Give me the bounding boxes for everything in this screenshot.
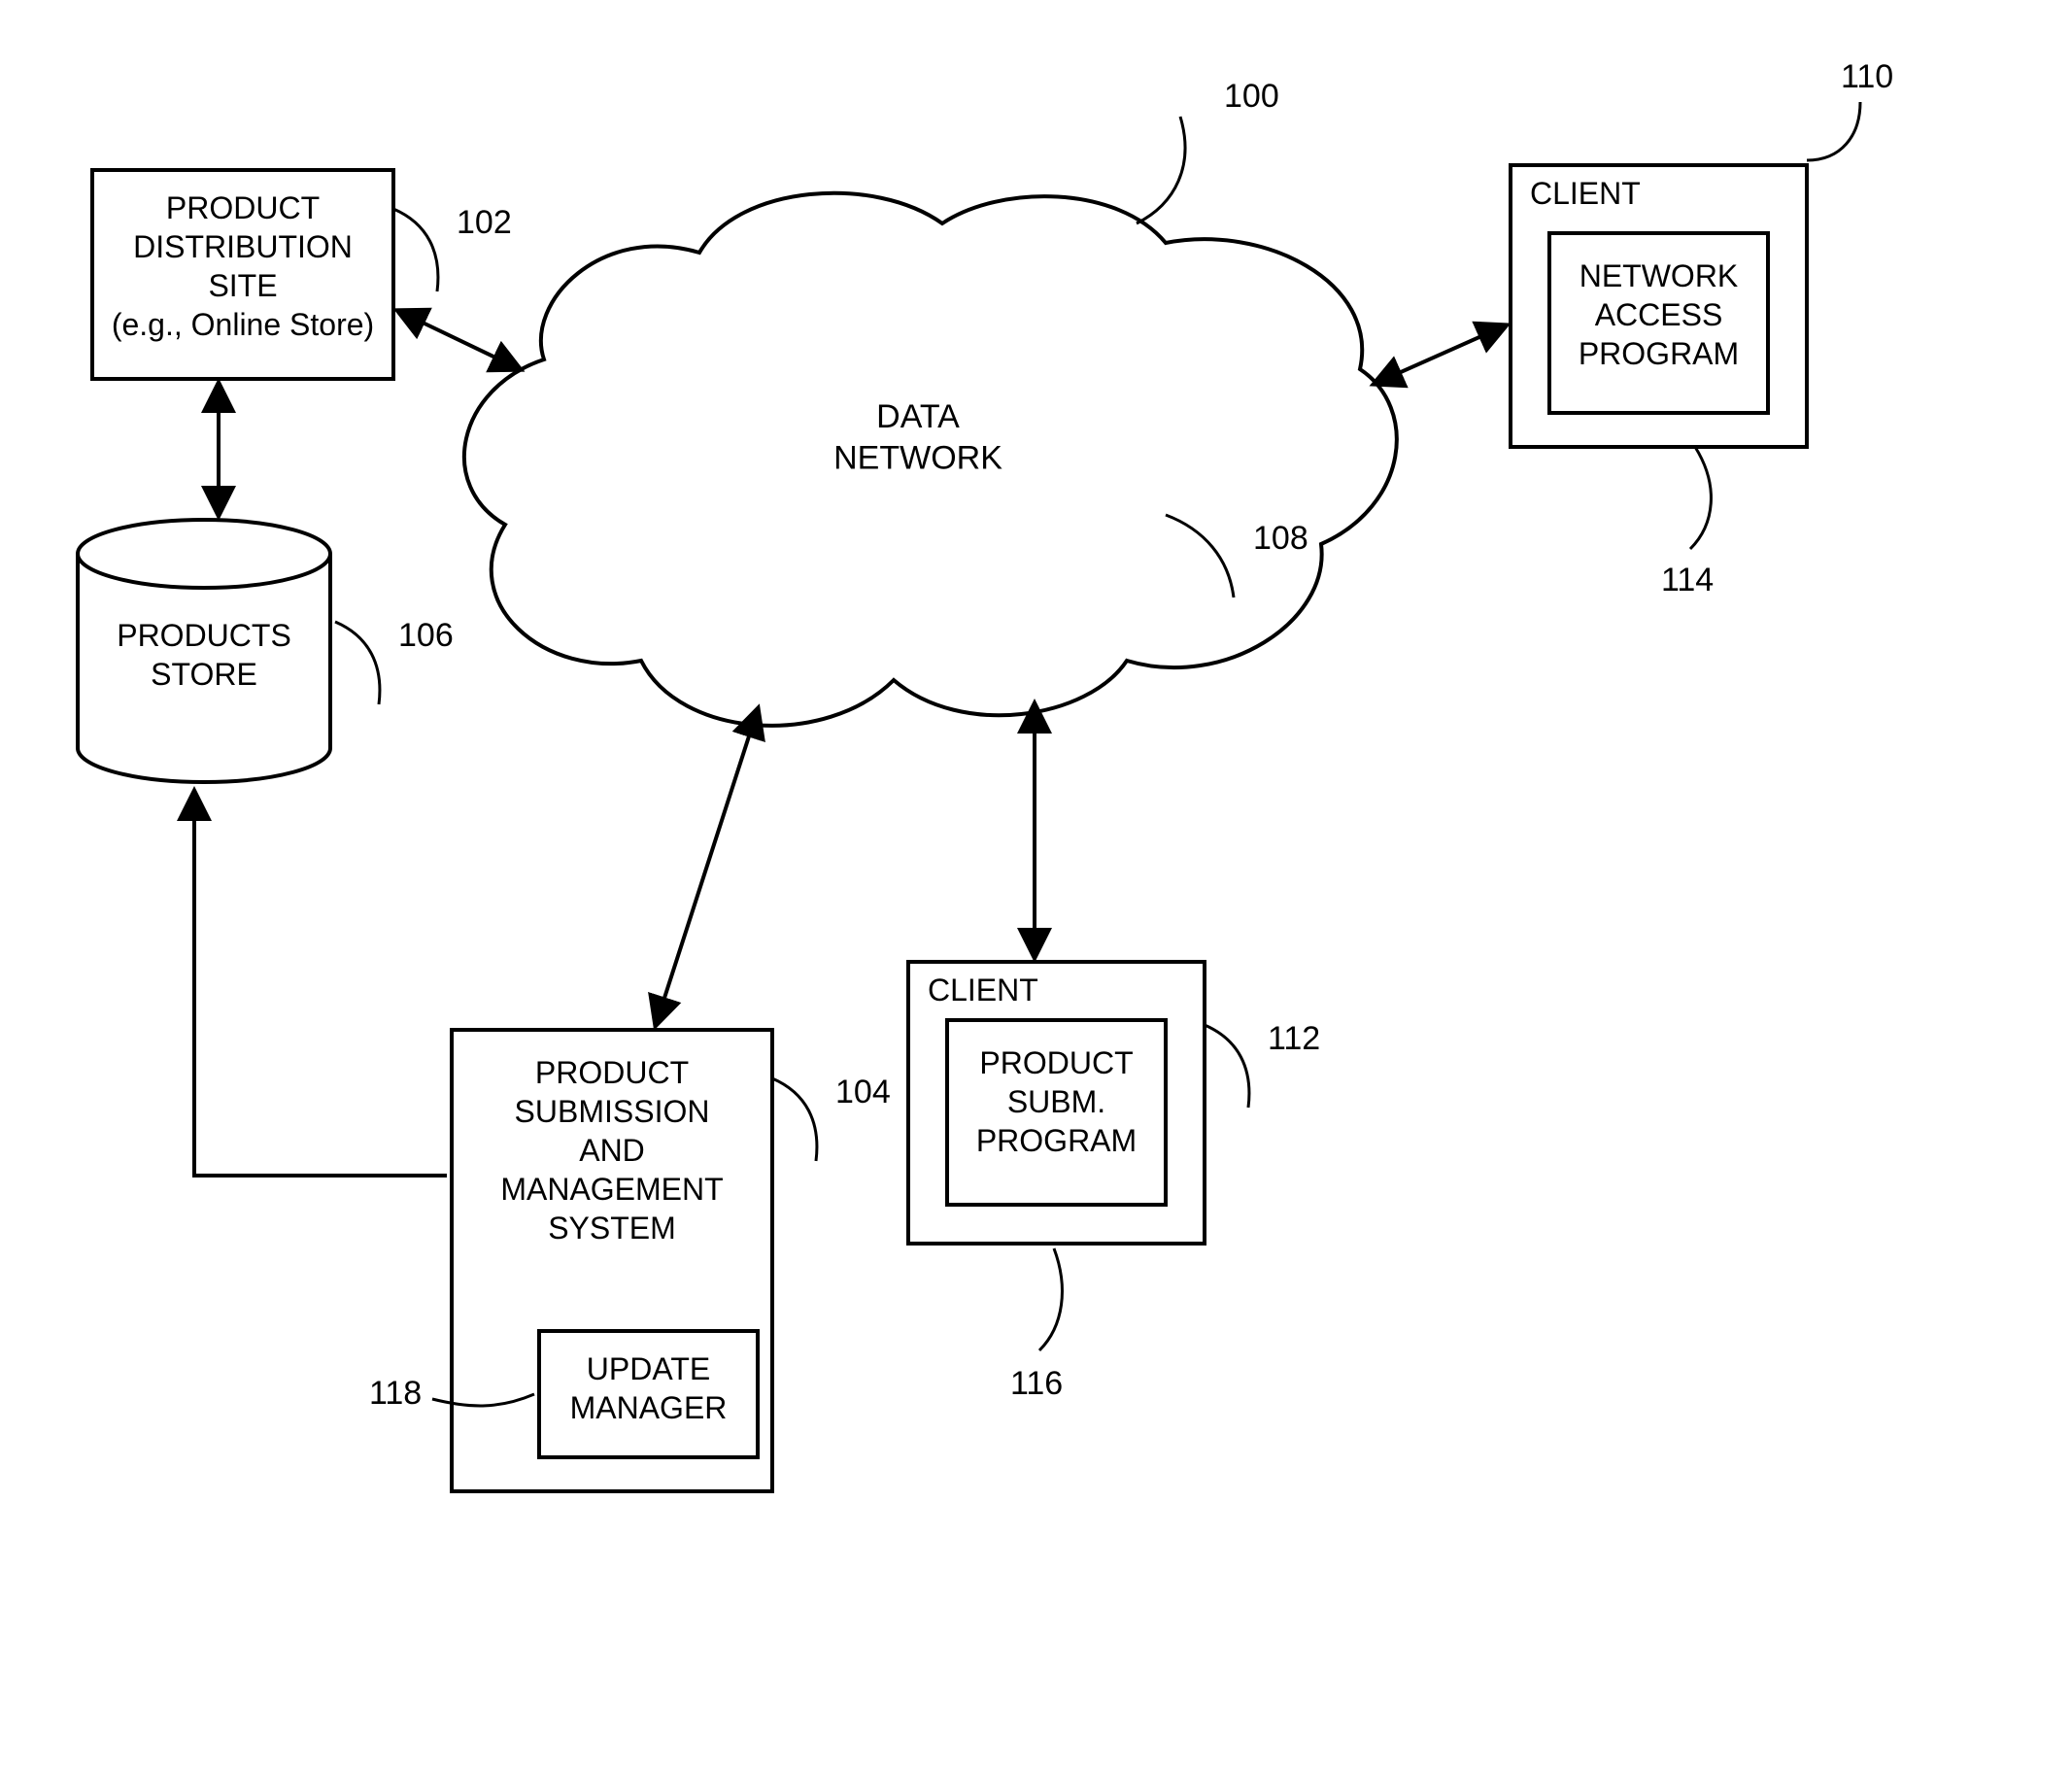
- update-manager-label-line: UPDATE: [587, 1351, 710, 1386]
- product-subm-program-label-line: PROGRAM: [976, 1123, 1137, 1158]
- ref-leader-116: [1039, 1248, 1062, 1350]
- ref-leader-110: [1807, 102, 1860, 160]
- ref-label-104: 104: [835, 1074, 891, 1110]
- products-store-label-line: STORE: [151, 657, 257, 692]
- network-access-program-label-line: NETWORK: [1579, 258, 1739, 293]
- data-network-label-line: DATA: [876, 398, 960, 435]
- product-distribution-label-line: SITE: [208, 268, 277, 303]
- ref-label-118: 118: [369, 1375, 422, 1412]
- ref-label-112: 112: [1268, 1020, 1320, 1057]
- data-network-label-line: NETWORK: [833, 440, 1002, 477]
- edge-productdist-network: [398, 311, 520, 369]
- edge-clienttop-network: [1375, 325, 1506, 384]
- ref-leader-112: [1205, 1025, 1249, 1108]
- client-top-title: CLIENT: [1530, 176, 1641, 211]
- psms-label: PRODUCT SUBMISSION AND MANAGEMENT SYSTEM: [500, 1055, 723, 1246]
- ref-leader-118: [432, 1394, 534, 1406]
- ref-label-114: 114: [1661, 562, 1714, 598]
- ref-leader-104: [772, 1078, 817, 1161]
- ref-leader-106: [335, 622, 380, 704]
- psms-label-line: SYSTEM: [548, 1211, 676, 1246]
- product-subm-program-label: PRODUCT SUBM. PROGRAM: [976, 1045, 1137, 1158]
- client-bottom-title: CLIENT: [928, 973, 1038, 1007]
- products-store-label-line: PRODUCTS: [117, 618, 291, 653]
- ref-label-108: 108: [1253, 520, 1308, 557]
- product-subm-program-label-line: SUBM.: [1007, 1084, 1105, 1119]
- ref-label-116: 116: [1010, 1365, 1063, 1402]
- edge-psms-network: [656, 709, 758, 1025]
- update-manager-label-line: MANAGER: [570, 1390, 728, 1425]
- psms-label-line: AND: [579, 1133, 645, 1168]
- ref-label-106: 106: [398, 617, 454, 654]
- ref-leader-102: [393, 209, 438, 291]
- product-distribution-label: PRODUCT DISTRIBUTION SITE (e.g., Online Sto…: [112, 190, 374, 342]
- network-access-program-label-line: PROGRAM: [1579, 336, 1739, 371]
- ref-label-100: 100: [1224, 78, 1279, 115]
- psms-label-line: PRODUCT: [535, 1055, 689, 1090]
- product-distribution-label-line: DISTRIBUTION: [133, 229, 353, 264]
- product-subm-program-label-line: PRODUCT: [979, 1045, 1133, 1080]
- network-access-program-label-line: ACCESS: [1595, 297, 1723, 332]
- psms-label-line: SUBMISSION: [515, 1094, 710, 1129]
- psms-label-line: MANAGEMENT: [500, 1172, 723, 1207]
- ref-leader-114: [1690, 447, 1711, 549]
- ref-label-110: 110: [1841, 58, 1893, 95]
- product-distribution-label-line: PRODUCT: [166, 190, 320, 225]
- product-distribution-label-line: (e.g., Online Store): [112, 307, 374, 342]
- edge-psms-store: [194, 792, 447, 1176]
- update-manager-label: UPDATE MANAGER: [570, 1351, 728, 1425]
- network-access-program-label: NETWORK ACCESS PROGRAM: [1579, 258, 1739, 371]
- products-store-label: PRODUCTS STORE: [117, 618, 291, 692]
- ref-label-102: 102: [457, 204, 512, 241]
- ref-leader-100: [1137, 117, 1185, 223]
